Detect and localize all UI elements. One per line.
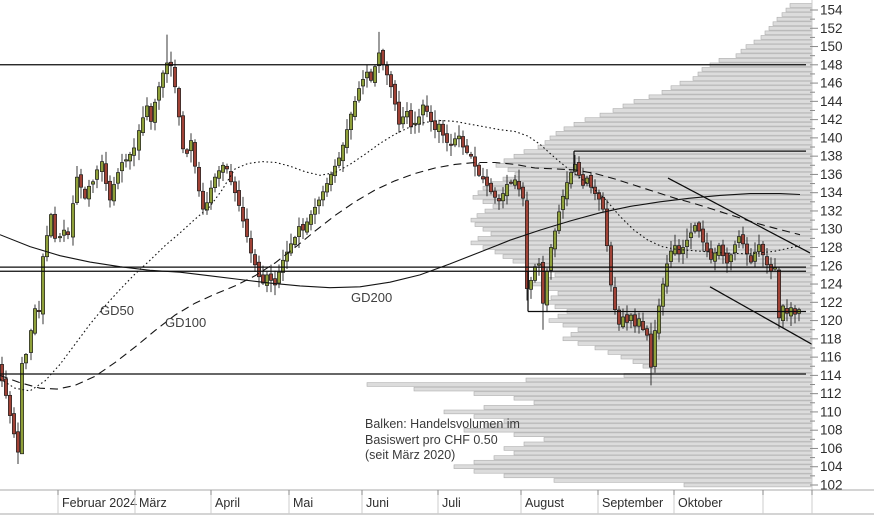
svg-text:148: 148 <box>820 57 843 72</box>
svg-text:Juli: Juli <box>442 496 461 510</box>
gd50-line <box>0 119 801 392</box>
time-axis: Februar 2024 März April Mai Juni Juli August Se… <box>0 489 874 515</box>
svg-text:136: 136 <box>820 167 843 182</box>
volume-profile-note: Balken: Handelsvolumen im Basiswert pro … <box>365 417 520 464</box>
svg-text:138: 138 <box>820 149 843 164</box>
volume-note-line-1: Balken: Handelsvolumen im <box>365 417 520 431</box>
svg-text:150: 150 <box>820 39 843 54</box>
svg-text:Oktober: Oktober <box>678 496 722 510</box>
svg-text:112: 112 <box>820 386 842 401</box>
support-resistance-lines <box>0 64 813 375</box>
gd200-line-label: GD200 <box>351 290 393 305</box>
svg-text:124: 124 <box>820 277 843 292</box>
gd100-line-label: GD100 <box>165 315 207 330</box>
svg-text:Februar 2024: Februar 2024 <box>62 496 137 510</box>
svg-text:120: 120 <box>820 313 843 328</box>
svg-text:132: 132 <box>820 203 843 218</box>
svg-text:122: 122 <box>820 295 843 310</box>
volume-profile <box>366 3 813 488</box>
svg-text:August: August <box>525 496 564 510</box>
svg-text:September: September <box>602 496 663 510</box>
svg-text:108: 108 <box>820 423 843 438</box>
svg-text:118: 118 <box>820 331 842 346</box>
svg-text:106: 106 <box>820 441 843 456</box>
svg-text:März: März <box>139 496 167 510</box>
svg-text:114: 114 <box>820 368 842 383</box>
gd200-line <box>0 193 801 289</box>
volume-note-line-3: (seit März 2020) <box>365 448 456 462</box>
svg-text:102: 102 <box>820 477 843 492</box>
svg-text:154: 154 <box>820 3 843 18</box>
svg-text:Mai: Mai <box>293 496 313 510</box>
svg-text:116: 116 <box>820 350 842 365</box>
svg-text:144: 144 <box>820 94 843 109</box>
svg-text:142: 142 <box>820 112 843 127</box>
svg-text:104: 104 <box>820 459 843 474</box>
svg-text:110: 110 <box>820 404 842 419</box>
gd50-line-label: GD50 <box>100 303 134 318</box>
svg-text:128: 128 <box>820 240 843 255</box>
svg-text:146: 146 <box>820 76 843 91</box>
svg-text:140: 140 <box>820 130 843 145</box>
gd100-line <box>0 161 801 390</box>
svg-text:Juni: Juni <box>366 496 389 510</box>
svg-text:152: 152 <box>820 21 843 36</box>
svg-text:April: April <box>215 496 240 510</box>
svg-text:130: 130 <box>820 222 843 237</box>
svg-text:134: 134 <box>820 185 843 200</box>
price-axis: 154 152 150 148 146 144 142 140 138 136 134 132 130 1… <box>810 0 843 492</box>
svg-text:126: 126 <box>820 258 843 273</box>
volume-note-line-2: Basiswert pro CHF 0.50 <box>365 432 498 447</box>
